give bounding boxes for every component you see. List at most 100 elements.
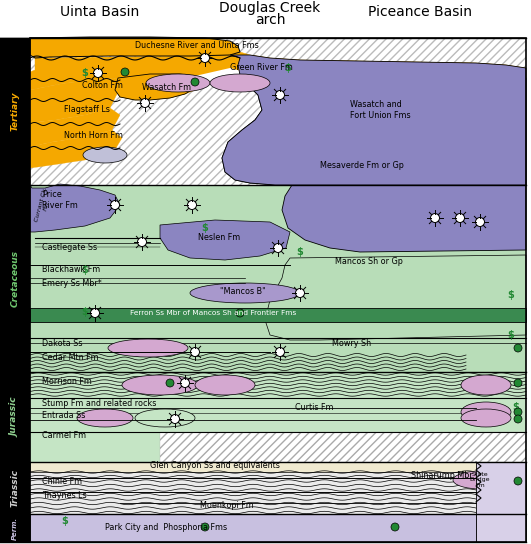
Text: Wasatch and
Fort Union Fms: Wasatch and Fort Union Fms xyxy=(350,100,410,120)
Bar xyxy=(30,462,526,514)
Circle shape xyxy=(201,523,209,531)
Bar xyxy=(30,514,476,542)
Circle shape xyxy=(121,68,129,76)
Text: Moenkopi Fm: Moenkopi Fm xyxy=(200,502,254,510)
Bar xyxy=(30,372,526,462)
Text: Tertiary: Tertiary xyxy=(11,92,20,131)
Text: Chinle Fm: Chinle Fm xyxy=(42,478,82,486)
Bar xyxy=(0,185,30,372)
Ellipse shape xyxy=(83,147,127,163)
Circle shape xyxy=(391,523,399,531)
Text: North Horn Fm: North Horn Fm xyxy=(64,131,123,139)
Ellipse shape xyxy=(108,339,188,357)
Ellipse shape xyxy=(190,283,300,303)
Text: Castlegate Ss: Castlegate Ss xyxy=(42,244,97,252)
Polygon shape xyxy=(30,52,526,100)
Text: Uinta Basin: Uinta Basin xyxy=(61,5,140,19)
Text: Entrada Ss: Entrada Ss xyxy=(42,411,85,421)
Ellipse shape xyxy=(77,409,133,427)
Bar xyxy=(0,462,30,514)
Circle shape xyxy=(141,98,150,108)
Polygon shape xyxy=(222,55,526,185)
Circle shape xyxy=(276,348,285,356)
Text: State
Bridge
Fm: State Bridge Fm xyxy=(470,472,490,489)
Polygon shape xyxy=(160,220,290,260)
Text: Piceance Basin: Piceance Basin xyxy=(368,5,472,19)
Ellipse shape xyxy=(461,402,511,422)
Bar xyxy=(0,372,30,462)
Polygon shape xyxy=(30,108,120,148)
Circle shape xyxy=(201,53,210,63)
Polygon shape xyxy=(222,78,526,252)
Polygon shape xyxy=(195,68,245,88)
Text: Neslen Fm: Neslen Fm xyxy=(198,232,240,242)
Bar xyxy=(30,462,526,472)
Polygon shape xyxy=(30,37,240,58)
Text: Cedar Mtn Fm: Cedar Mtn Fm xyxy=(42,354,99,362)
Circle shape xyxy=(93,69,102,77)
Polygon shape xyxy=(30,130,122,168)
Text: Dakota Ss: Dakota Ss xyxy=(42,338,82,348)
Text: Jurassic: Jurassic xyxy=(11,397,20,437)
Circle shape xyxy=(456,213,465,222)
Text: Thaynes Ls: Thaynes Ls xyxy=(42,491,87,500)
Bar xyxy=(476,462,526,542)
Text: Douglas Creek: Douglas Creek xyxy=(219,1,321,15)
Bar xyxy=(160,432,526,462)
Circle shape xyxy=(181,379,190,387)
Text: Cretaceous: Cretaceous xyxy=(11,250,20,307)
Polygon shape xyxy=(30,78,118,124)
Polygon shape xyxy=(265,255,526,340)
Text: Morrison Fm: Morrison Fm xyxy=(42,378,92,386)
Text: $: $ xyxy=(512,402,519,412)
Circle shape xyxy=(170,415,179,423)
Circle shape xyxy=(514,408,522,416)
Bar xyxy=(0,514,30,542)
Circle shape xyxy=(90,308,99,318)
Ellipse shape xyxy=(146,74,210,92)
Ellipse shape xyxy=(461,375,511,395)
Circle shape xyxy=(273,244,282,252)
Bar xyxy=(30,514,526,542)
Circle shape xyxy=(236,309,244,317)
Text: Carmel Fm: Carmel Fm xyxy=(42,431,86,441)
Circle shape xyxy=(187,201,196,209)
Text: $: $ xyxy=(62,516,68,526)
Text: Price
River Fm: Price River Fm xyxy=(42,190,78,209)
Text: $: $ xyxy=(82,68,88,78)
Ellipse shape xyxy=(122,375,198,395)
Circle shape xyxy=(110,201,119,209)
Bar xyxy=(0,38,30,185)
Text: $: $ xyxy=(202,223,208,233)
Text: Blackhawk Fm: Blackhawk Fm xyxy=(42,265,100,275)
Bar xyxy=(30,308,526,322)
Ellipse shape xyxy=(195,375,255,395)
Text: $: $ xyxy=(508,330,515,340)
Bar xyxy=(30,185,526,372)
Ellipse shape xyxy=(210,74,270,92)
Circle shape xyxy=(191,348,200,356)
Text: $: $ xyxy=(297,247,303,257)
Circle shape xyxy=(166,379,174,387)
Ellipse shape xyxy=(453,471,509,489)
Text: Colton Fm: Colton Fm xyxy=(82,81,123,90)
Circle shape xyxy=(475,218,484,226)
Text: Park City and  Phosphoria Fms: Park City and Phosphoria Fms xyxy=(105,522,227,531)
Polygon shape xyxy=(30,184,120,232)
Text: Ferron Ss Mbr of Mancos Sh and Frontier Fms: Ferron Ss Mbr of Mancos Sh and Frontier … xyxy=(130,310,296,316)
Text: Perm.: Perm. xyxy=(12,516,18,540)
Text: Currant Ck.
Fm: Currant Ck. Fm xyxy=(34,186,54,224)
Text: Curtis Fm: Curtis Fm xyxy=(295,404,333,412)
Circle shape xyxy=(514,379,522,387)
Text: Stump Fm and related rocks: Stump Fm and related rocks xyxy=(42,399,156,407)
Text: $: $ xyxy=(82,307,88,317)
Circle shape xyxy=(191,78,199,86)
Text: Green River Fm: Green River Fm xyxy=(230,64,293,72)
Text: Mancos Sh or Gp: Mancos Sh or Gp xyxy=(335,257,403,267)
Circle shape xyxy=(514,415,522,423)
Ellipse shape xyxy=(135,409,195,427)
Text: Flagstaff Ls: Flagstaff Ls xyxy=(64,106,110,114)
Circle shape xyxy=(138,238,147,246)
Text: arch: arch xyxy=(255,13,285,27)
Text: Wasatch Fm: Wasatch Fm xyxy=(142,83,191,92)
